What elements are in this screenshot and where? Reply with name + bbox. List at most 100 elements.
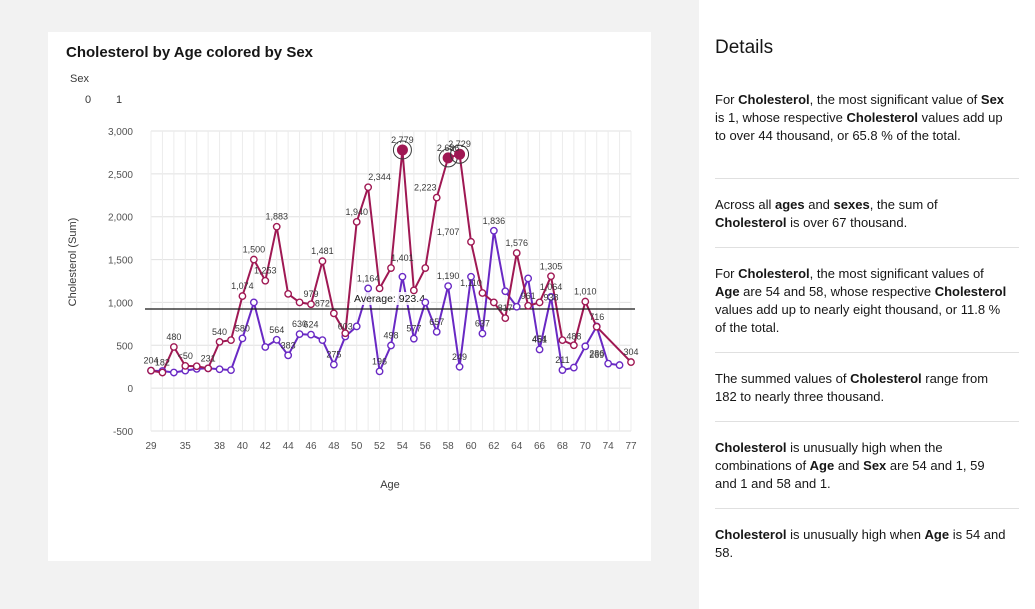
- insight-text: Age: [924, 527, 950, 542]
- data-point-1: [284, 289, 293, 298]
- insight-text: are 54 and 58, whose respective: [739, 284, 935, 299]
- insight-3: For Cholesterol, the most significant va…: [715, 265, 1007, 337]
- data-point-1: [295, 298, 304, 307]
- x-tick-label: 64: [511, 441, 523, 452]
- data-point-0: [261, 343, 270, 351]
- data-label: 657: [429, 317, 444, 327]
- insight-text: ages: [774, 197, 805, 212]
- insight-text: , the sum of: [869, 197, 938, 212]
- data-label: 304: [623, 347, 638, 357]
- data-label: 383: [281, 340, 296, 350]
- details-panel: Details For Cholesterol, the most signif…: [699, 0, 1035, 609]
- data-label: 182: [155, 358, 170, 368]
- insight-text: Cholesterol: [738, 92, 810, 107]
- data-label: 630: [292, 319, 307, 329]
- highlight-ring: [450, 144, 470, 164]
- data-point-0: [227, 366, 235, 375]
- x-tick-label: 48: [328, 441, 340, 452]
- data-label: 488: [566, 331, 581, 341]
- data-point-1: [558, 336, 567, 345]
- data-label: 577: [406, 324, 421, 334]
- y-tick-label: 3,000: [108, 127, 133, 138]
- data-label: 1,401: [391, 253, 414, 263]
- data-point-0: [284, 351, 293, 360]
- data-point-0: [272, 335, 281, 344]
- data-label: 979: [303, 289, 318, 299]
- data-point-0: [352, 322, 361, 331]
- insight-text: values add up to over 44 thousand, or 65…: [715, 110, 1003, 143]
- insight-1: For Cholesterol, the most significant va…: [715, 91, 1007, 145]
- data-label: 480: [166, 332, 181, 342]
- data-point-0: [318, 336, 327, 345]
- data-point-0: [387, 341, 395, 350]
- data-label: 231: [201, 353, 216, 363]
- insight-text: is unusually high when the combinations …: [715, 440, 943, 473]
- data-label: 1,836: [483, 216, 506, 226]
- data-label: 1,253: [254, 266, 277, 276]
- data-label: 961: [521, 291, 536, 301]
- data-point-1: [364, 183, 373, 192]
- data-point-1: [352, 217, 361, 226]
- data-point-1: [592, 322, 601, 331]
- data-point-1: [524, 301, 533, 310]
- data-point-1: [204, 364, 213, 373]
- insight-text: and: [834, 458, 864, 473]
- data-point-1: [147, 366, 155, 375]
- x-tick-label: 40: [237, 441, 249, 452]
- x-tick-label: 62: [488, 441, 500, 452]
- insight-text: are 54 and 1, 59 and 1 and 58 and 1.: [715, 458, 985, 491]
- insight-text: , the most significant values of: [809, 266, 984, 281]
- data-label: 275: [326, 350, 341, 360]
- data-point-1: [307, 300, 315, 309]
- average-label: Average: 923.4: [354, 293, 425, 305]
- data-point-0: [569, 363, 578, 372]
- data-point-1: [467, 237, 475, 246]
- y-tick-label: 500: [116, 341, 133, 352]
- data-label: 1,164: [357, 273, 380, 283]
- data-label: 603: [338, 321, 353, 331]
- data-point-0: [249, 298, 258, 307]
- legend-item-1[interactable]: 1: [116, 94, 123, 106]
- x-tick-label: 58: [443, 441, 455, 452]
- insight-5: Cholesterol is unusually high when the c…: [715, 439, 1007, 493]
- data-point-0: [329, 360, 338, 369]
- data-point-1: [512, 249, 521, 257]
- data-point-1: [238, 292, 247, 300]
- data-point-1: [627, 358, 635, 366]
- data-point-0: [375, 367, 384, 376]
- data-label: 2,686: [437, 143, 460, 153]
- insight-6: Cholesterol is unusually high when Age i…: [715, 526, 1007, 562]
- data-label: <50: [178, 351, 193, 361]
- insight-text: Age: [715, 284, 740, 299]
- data-point-0: [238, 334, 247, 343]
- data-point-0: [398, 272, 407, 281]
- legend-item-0[interactable]: 0: [85, 94, 92, 106]
- data-point-0: [615, 361, 624, 369]
- x-tick-label: 38: [214, 441, 226, 452]
- x-tick-label: 35: [180, 441, 192, 452]
- data-point-1: [387, 264, 395, 272]
- data-label: 624: [303, 320, 318, 330]
- data-point-0: [547, 293, 555, 301]
- data-label: 196: [372, 356, 387, 366]
- data-label: 286: [589, 349, 604, 359]
- data-label: 564: [269, 325, 284, 335]
- y-tick-label: 2,000: [108, 213, 133, 224]
- insight-text: sexes: [833, 197, 870, 212]
- data-label: 938: [543, 293, 558, 303]
- data-label: 1,707: [437, 227, 460, 237]
- data-label: 2,344: [368, 172, 391, 182]
- data-point-0: [409, 334, 418, 343]
- insight-text: Age: [809, 458, 835, 473]
- highlight-point: [396, 144, 408, 156]
- data-point-1: [501, 314, 510, 323]
- x-tick-label: 68: [557, 441, 569, 452]
- x-tick-label: 60: [465, 441, 477, 452]
- y-tick-label: 1,500: [108, 256, 133, 267]
- x-tick-label: 56: [420, 441, 432, 452]
- divider: [715, 352, 1019, 353]
- data-label: 454: [532, 334, 547, 344]
- divider: [715, 247, 1019, 248]
- insight-text: , the most significant value of: [809, 92, 981, 107]
- insight-text: The summed values of: [715, 371, 851, 386]
